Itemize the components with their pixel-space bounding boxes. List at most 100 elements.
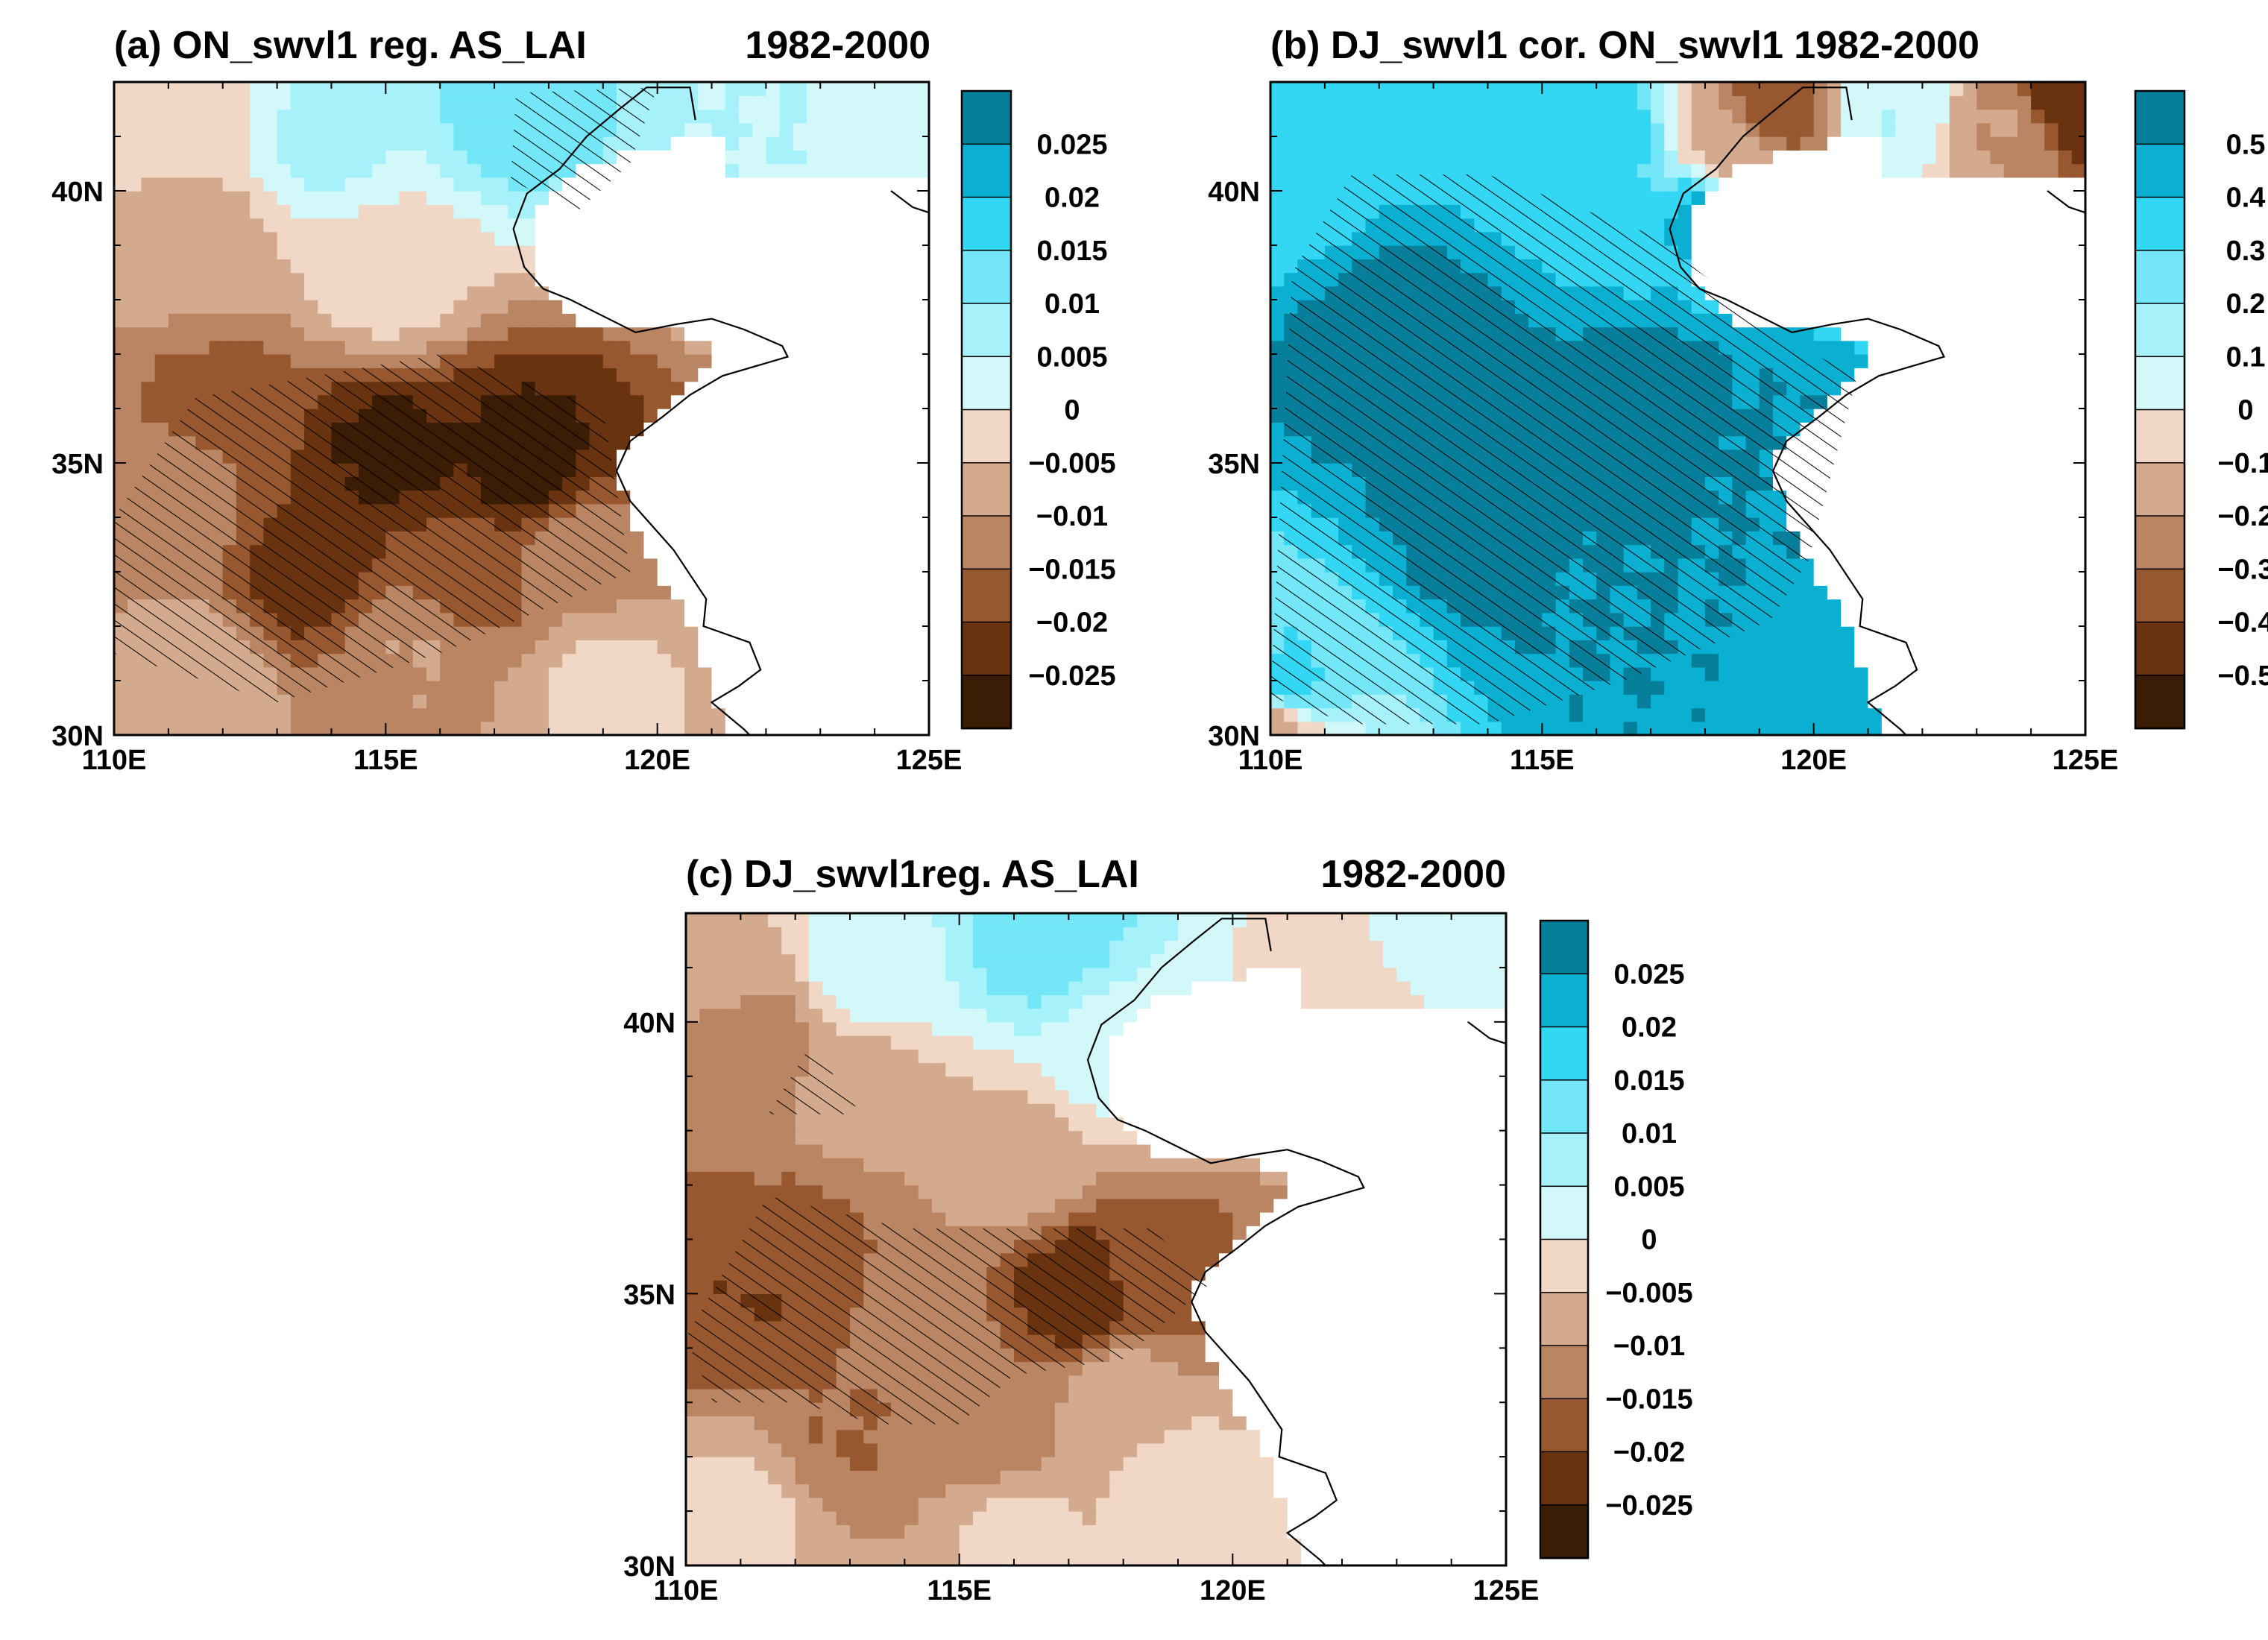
field-cell [331, 259, 346, 274]
field-cell [222, 204, 237, 219]
field-cell [888, 327, 903, 341]
field-cell [779, 409, 794, 423]
field-cell [1854, 394, 1869, 409]
field-cell [494, 204, 508, 219]
field-cell [480, 163, 495, 178]
field-cell [331, 707, 346, 722]
field-cell [1895, 313, 1909, 328]
field-cell [1854, 517, 1869, 532]
field-cell [725, 259, 740, 274]
field-cell [2058, 503, 2073, 518]
field-cell [331, 218, 346, 233]
field-cell [1976, 681, 1991, 695]
field-cell [209, 313, 224, 328]
colorbar-frame [960, 89, 1012, 730]
field-cell [901, 245, 916, 259]
field-cell [1963, 463, 1977, 477]
field-cell [453, 707, 468, 722]
field-cell [1895, 476, 1909, 491]
field-cell [1854, 300, 1869, 314]
field-cell [358, 204, 373, 219]
field-cell [2044, 327, 2059, 341]
field-cell [535, 721, 549, 735]
field-cell [236, 163, 251, 178]
field-cell [1555, 721, 1570, 735]
field-cell [643, 721, 658, 735]
field-cell [480, 245, 495, 259]
field-cell [1745, 681, 1760, 695]
field-cell [114, 95, 128, 110]
field-cell [875, 666, 889, 681]
field-cell [617, 177, 631, 192]
field-cell [766, 163, 781, 178]
field-cell [875, 476, 889, 491]
field-cell [766, 286, 781, 300]
field-cell [1868, 681, 1883, 695]
field-cell [888, 694, 903, 709]
field-cell [1895, 707, 1909, 722]
field-cell [1949, 694, 1964, 709]
field-cell [901, 585, 916, 600]
field-cell [1596, 707, 1610, 722]
field-cell [344, 109, 359, 124]
field-cell [440, 721, 454, 735]
field-cell [222, 136, 237, 151]
field-cell [698, 463, 713, 477]
field-cell [453, 231, 468, 246]
field-cell [820, 245, 835, 259]
field-cell [576, 681, 590, 695]
field-cell [372, 721, 386, 735]
field-cell [2017, 653, 2032, 668]
field-cell [1786, 694, 1801, 709]
field-cell [779, 476, 794, 491]
field-cell [875, 409, 889, 423]
field-cell [1827, 666, 1842, 681]
field-cell [127, 204, 142, 219]
field-cell [168, 259, 183, 274]
field-cell [752, 300, 766, 314]
field-cell [752, 109, 766, 124]
field-cell [141, 259, 156, 274]
field-cell [1909, 572, 1923, 586]
field-cell [2017, 327, 2032, 341]
field-cell [154, 681, 169, 695]
field-cell [617, 381, 631, 396]
field-cell [372, 340, 386, 355]
field-cell [793, 422, 807, 437]
field-cell [684, 354, 699, 368]
field-cell [2071, 449, 2085, 464]
field-cell [779, 109, 794, 124]
field-cell [684, 721, 699, 735]
field-cell [1935, 394, 1950, 409]
field-cell [793, 109, 807, 124]
field-cell [1773, 612, 1787, 627]
field-cell [1909, 599, 1923, 614]
field-cell [1610, 721, 1625, 735]
field-cell [2017, 449, 2032, 464]
field-cell [562, 681, 576, 695]
field-cell [684, 435, 699, 450]
field-cell [250, 354, 264, 368]
field-cell [1827, 626, 1842, 640]
field-cell [1854, 544, 1869, 559]
field-cell [2058, 300, 2073, 314]
field-cell [1786, 666, 1801, 681]
field-cell [494, 694, 508, 709]
field-cell [195, 272, 210, 287]
field-cell [793, 245, 807, 259]
field-cell [1759, 694, 1774, 709]
field-cell [589, 653, 604, 668]
field-cell [182, 368, 196, 382]
field-cell [915, 707, 929, 722]
field-cell [453, 109, 468, 124]
field-cell [480, 340, 495, 355]
field-cell [1909, 531, 1923, 546]
field-cell [820, 122, 835, 137]
field-cell [589, 340, 604, 355]
field-cell [209, 204, 224, 219]
field-cell [1868, 394, 1883, 409]
field-cell [141, 82, 156, 96]
field-cell [385, 286, 400, 300]
field-cell [1990, 490, 2005, 505]
field-cell [2071, 394, 2085, 409]
